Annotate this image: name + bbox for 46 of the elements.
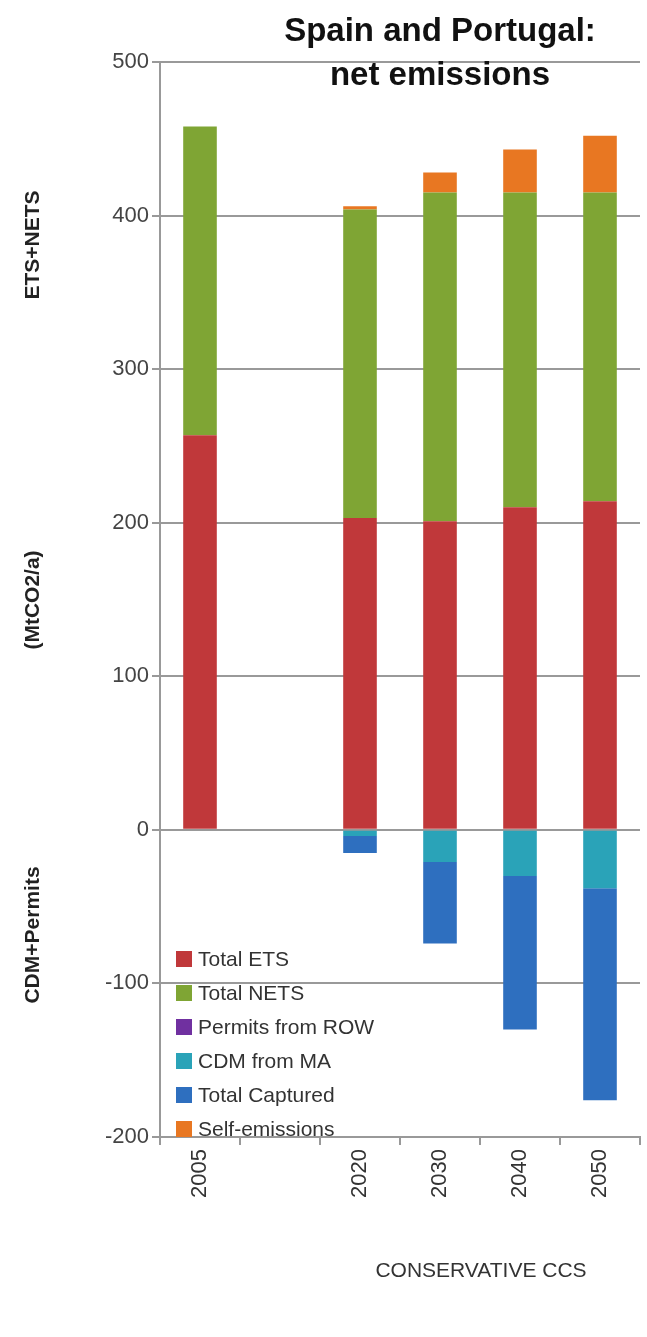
legend-label: Permits from ROW [198, 1014, 375, 1040]
y-tick-label: 0 [136, 815, 149, 841]
bar [583, 830, 617, 889]
y-tick-label: -100 [104, 969, 149, 995]
bar [503, 507, 537, 829]
chart-title: Spain and Portugal: net emissions [283, 10, 597, 94]
y-tick-label: -200 [104, 1123, 149, 1149]
bar [183, 126, 217, 436]
bar [343, 209, 377, 519]
bar [423, 192, 457, 522]
x-tick-label: 2050 [586, 1149, 612, 1198]
legend-label: Total ETS [198, 946, 290, 972]
bar [503, 830, 537, 876]
x-tick-label: 2005 [186, 1149, 212, 1198]
bar [503, 875, 537, 1030]
x-tick-label: 2040 [506, 1149, 532, 1198]
bar [583, 888, 617, 1101]
bar [343, 836, 377, 853]
bar [503, 192, 537, 508]
bar [183, 435, 217, 829]
x-tick-label: 2020 [346, 1149, 372, 1198]
y-tick-label: 400 [112, 201, 149, 227]
y-tick-label: 300 [112, 355, 149, 381]
bar [503, 149, 537, 193]
bar [423, 862, 457, 944]
bar [423, 830, 457, 863]
text: CDM+Permits [20, 866, 44, 1004]
legend-label: CDM from MA [198, 1048, 331, 1074]
bar [423, 521, 457, 829]
y-axis-title: (MtCO2/a) [20, 550, 44, 650]
legend-label: Total NETS [198, 980, 305, 1006]
bar [343, 518, 377, 829]
y-tick-label: 500 [112, 48, 149, 74]
y-tick-label: 100 [112, 662, 149, 688]
bar [583, 192, 617, 502]
bar [343, 830, 377, 836]
bar [583, 501, 617, 829]
bar [423, 172, 457, 193]
x-tick-label: 2030 [426, 1149, 452, 1198]
text: ETS+NETS [20, 190, 44, 300]
text: CONSERVATIVE CCS [374, 1258, 588, 1282]
legend-label: Total Captured [198, 1082, 335, 1108]
y-tick-label: 200 [112, 508, 149, 534]
legend-label: Self-emissions [198, 1116, 335, 1142]
bar [343, 206, 377, 210]
bar [583, 135, 617, 193]
